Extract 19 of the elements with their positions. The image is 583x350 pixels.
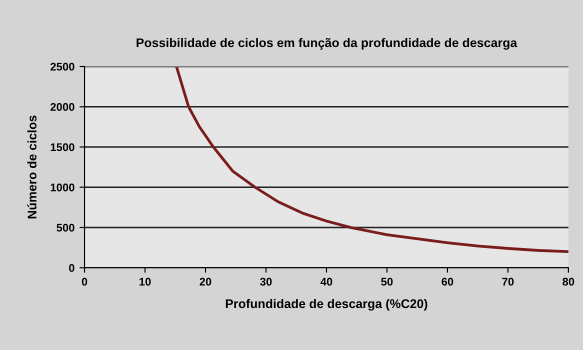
y-tick-label: 0 [69, 264, 74, 272]
x-tick-label: 30 [260, 278, 272, 286]
x-tick-label: 70 [502, 278, 514, 286]
x-tick-label: 40 [320, 278, 332, 286]
y-tick-label: 500 [56, 224, 74, 232]
y-tick-label: 2000 [50, 103, 74, 111]
line-series [175, 66, 568, 254]
x-axis-title: Profundidade de descarga (%C20) [226, 298, 428, 311]
y-axis-title: Número de ciclos [27, 116, 37, 218]
y-tick-label: 1000 [50, 184, 74, 192]
y-tick-label: 1500 [50, 143, 74, 152]
chart-title: Possibilidade de ciclos em função da profundidade de descarga [136, 38, 518, 50]
y-tick-label: 2500 [50, 62, 74, 71]
x-tick-label: 60 [442, 278, 454, 286]
x-tick-label: 20 [200, 278, 212, 286]
x-tick-label: 0 [82, 278, 88, 286]
x-tick-label: 50 [381, 278, 393, 286]
x-tick-label: 10 [140, 278, 151, 286]
x-tick-label: 80 [562, 278, 574, 286]
